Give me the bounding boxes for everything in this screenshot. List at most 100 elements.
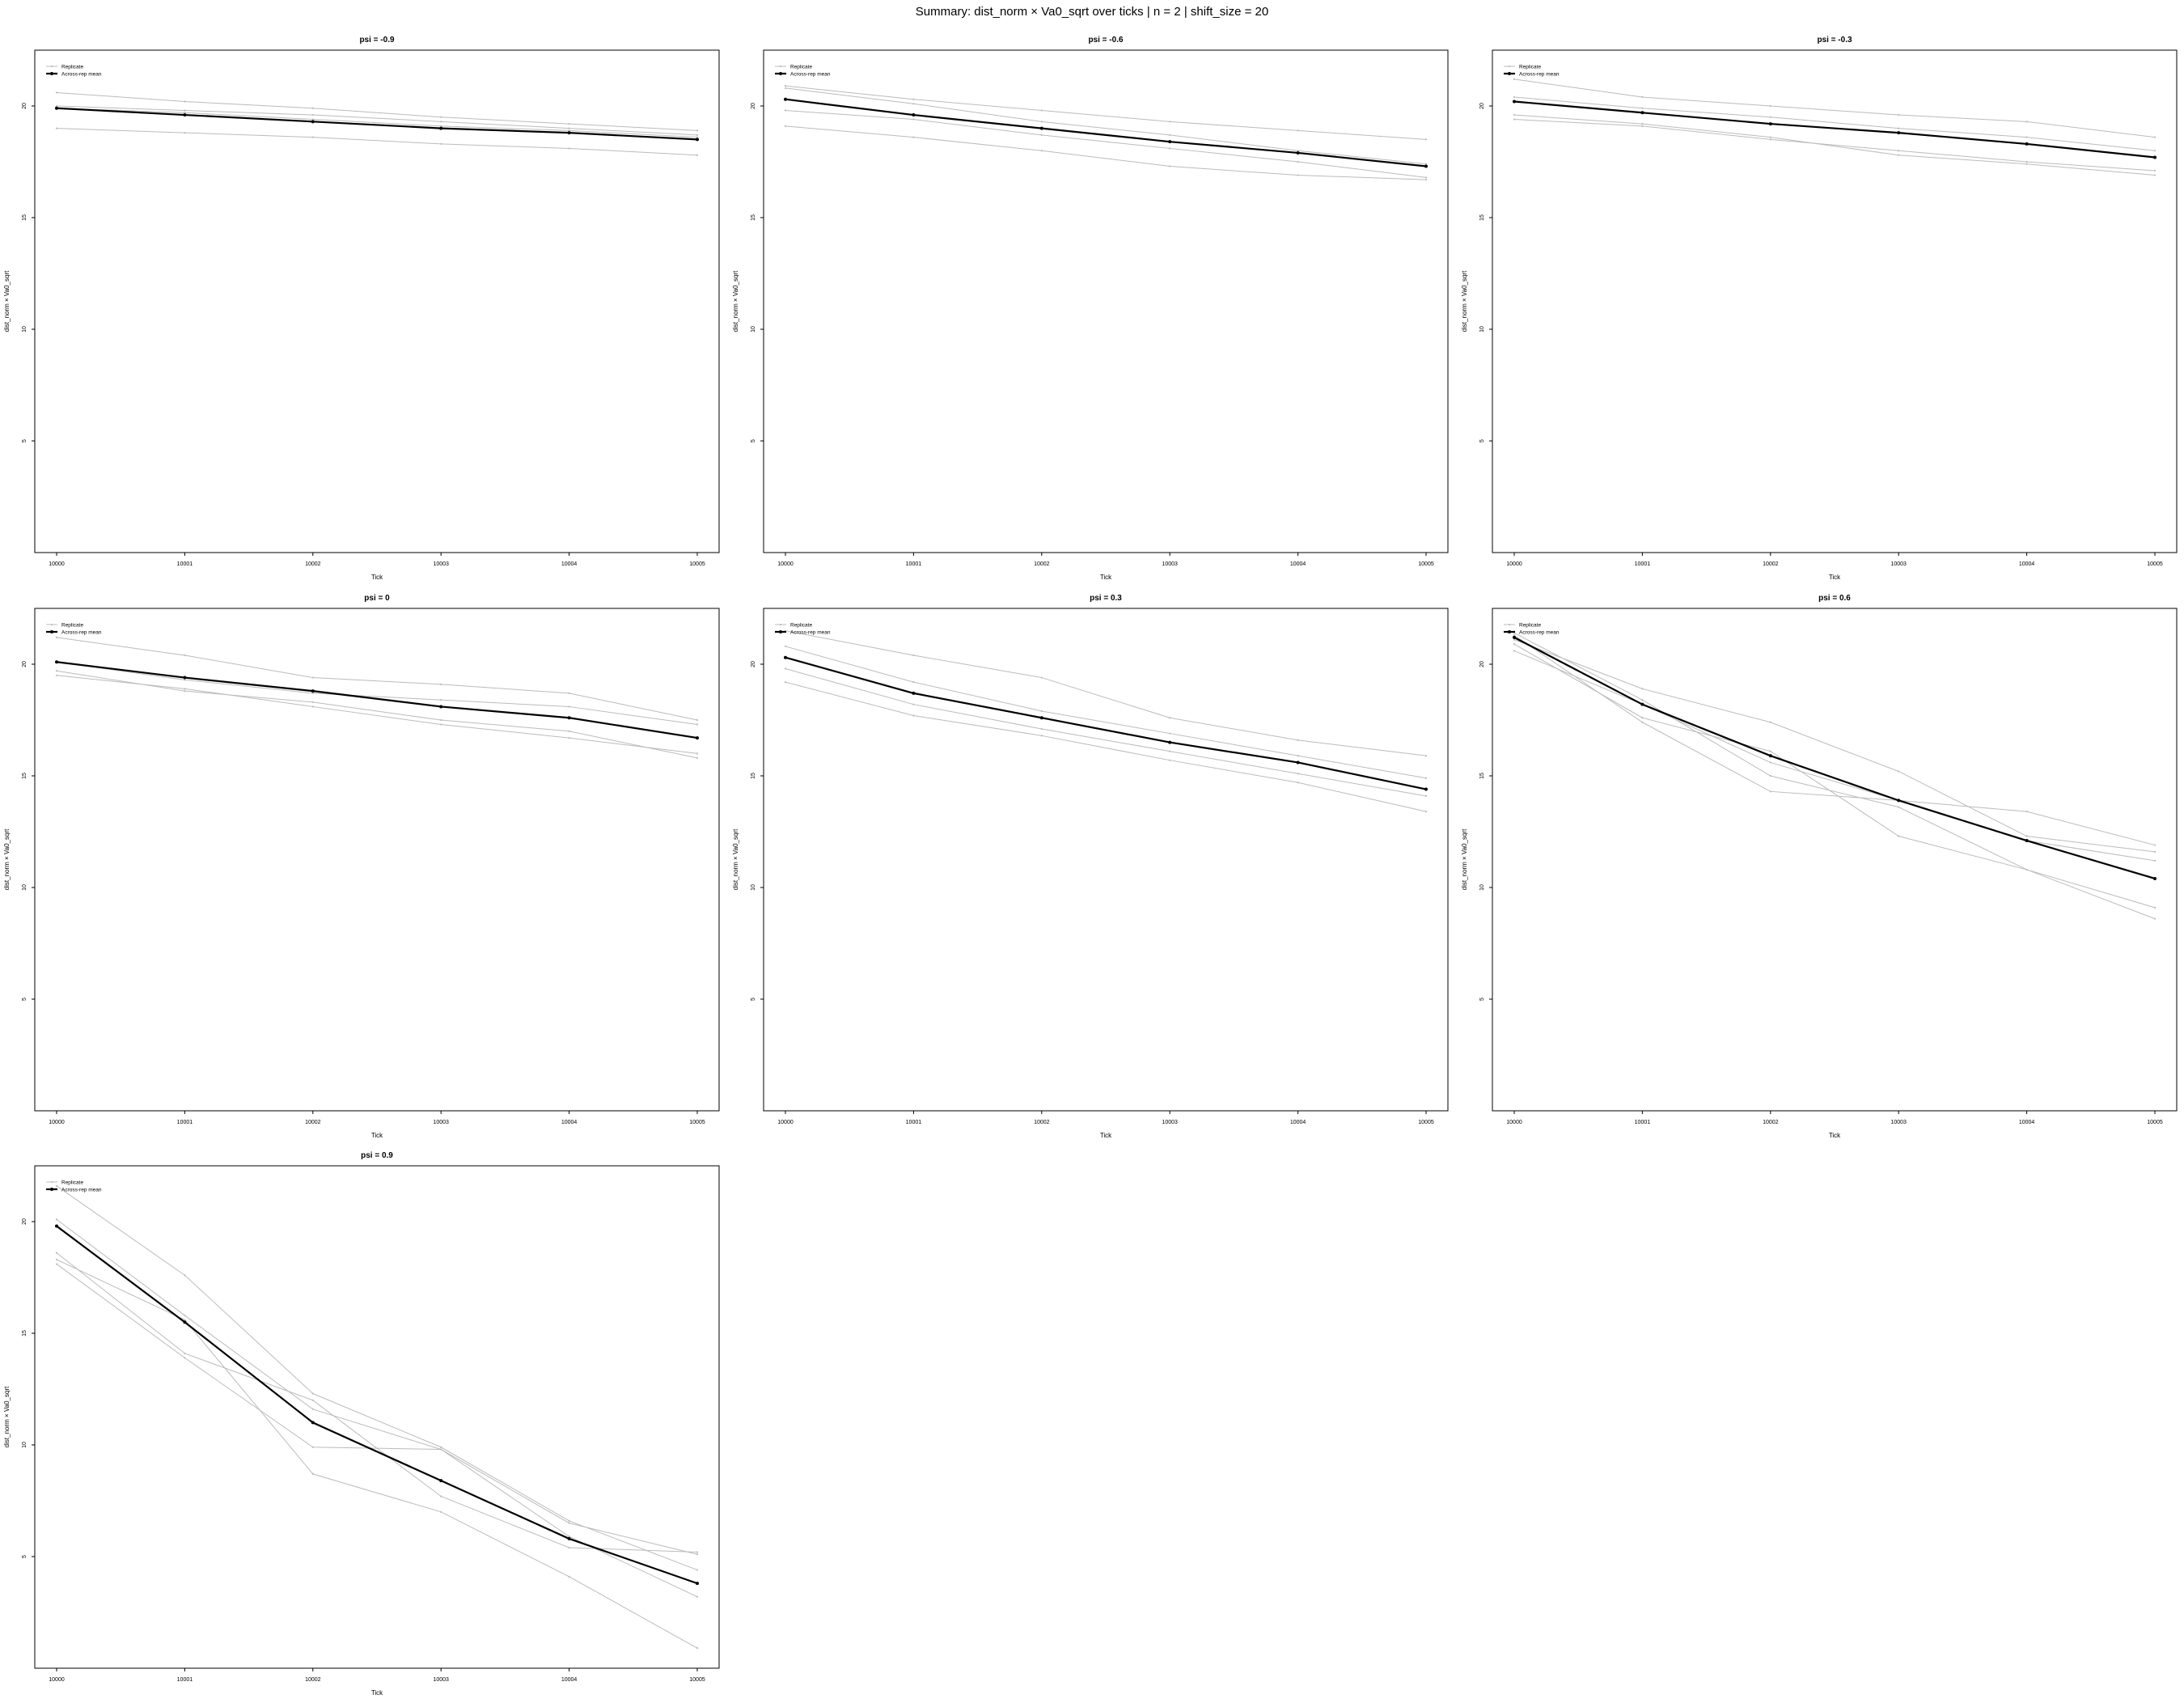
y-tick-label: 15 — [22, 773, 28, 779]
y-tick-label: 10 — [751, 884, 756, 891]
replicate-point — [912, 654, 915, 657]
mean-point — [696, 138, 699, 142]
mean-point — [311, 689, 315, 693]
replicate-line-1 — [785, 630, 1427, 756]
mean-point — [784, 655, 787, 659]
replicate-point — [1040, 735, 1043, 737]
replicate-point — [1513, 113, 1516, 116]
replicate-point — [912, 103, 915, 105]
x-tick-label: 10004 — [561, 1677, 578, 1683]
x-axis-label: Tick — [1829, 1132, 1841, 1139]
replicate-point — [184, 679, 186, 681]
legend-marker-replicate — [779, 65, 782, 68]
replicate-line-4 — [785, 125, 1427, 180]
replicate-point — [1424, 138, 1428, 141]
replicate-point — [1040, 727, 1043, 731]
y-tick-label: 15 — [1479, 214, 1485, 221]
replicate-point — [311, 113, 314, 116]
mean-point — [183, 113, 187, 117]
replicate-line-1 — [1513, 639, 2156, 853]
x-tick-label: 10000 — [1506, 561, 1522, 567]
replicate-line-1 — [56, 637, 698, 721]
replicate-point — [1169, 759, 1171, 761]
replicate-point — [440, 699, 442, 701]
legend-marker-mean — [779, 72, 782, 75]
plot-frame — [763, 608, 1449, 1112]
y-tick-label: 5 — [751, 998, 756, 1001]
legend-label-mean: Across-rep mean — [1519, 630, 1560, 636]
replicate-point — [184, 1352, 186, 1354]
mean-point — [912, 113, 916, 117]
x-tick-label: 10005 — [1418, 561, 1434, 567]
replicate-point — [55, 127, 58, 129]
x-axis-label: Tick — [371, 1132, 383, 1139]
replicate-point — [1513, 650, 1516, 652]
y-tick-label: 20 — [1479, 661, 1485, 667]
replicate-point — [311, 676, 314, 679]
replicate-point — [1297, 773, 1299, 775]
replicate-point — [912, 703, 915, 705]
plot-frame — [34, 608, 720, 1112]
legend-marker-replicate — [50, 65, 53, 68]
replicate-point — [2153, 150, 2156, 152]
y-tick-label: 10 — [22, 884, 28, 891]
x-tick-label: 10004 — [2019, 1120, 2035, 1125]
mean-point — [1424, 787, 1428, 791]
x-tick-label: 10000 — [49, 561, 65, 567]
replicate-point — [1169, 717, 1171, 719]
replicate-line-4 — [1513, 643, 2156, 909]
y-tick-label: 5 — [22, 439, 28, 443]
replicate-point — [1769, 721, 1771, 723]
replicate-point — [2025, 868, 2028, 871]
x-tick-label: 10005 — [689, 1677, 705, 1683]
x-tick-label: 10005 — [2147, 561, 2163, 567]
replicate-line-2 — [785, 87, 1427, 165]
replicate-point — [1898, 806, 1900, 808]
replicate-point — [568, 1575, 570, 1578]
replicate-point — [311, 118, 314, 121]
replicate-point — [311, 136, 314, 138]
subplot-3: psi = -0.3 10000 10001 10002 10003 10004 10005… — [1461, 36, 2178, 581]
mean-point — [55, 1224, 58, 1228]
legend-label-replicate: Replicate — [61, 65, 83, 70]
y-axis-label: dist_norm × Va0_sqrt — [1461, 828, 1468, 890]
replicate-point — [2153, 844, 2156, 846]
replicate-point — [1297, 739, 1299, 741]
replicate-point — [568, 1536, 570, 1538]
x-tick-label: 10002 — [1034, 1120, 1050, 1125]
mean-point — [1168, 140, 1172, 144]
replicate-point — [2153, 859, 2156, 862]
replicate-point — [1898, 150, 1900, 152]
y-axis-label: dist_norm × Va0_sqrt — [3, 1386, 11, 1447]
replicate-point — [440, 121, 442, 123]
replicate-line-2 — [785, 646, 1427, 779]
subplot-4: psi = 0 10000 10001 10002 10003 10004 10005 5 10… — [3, 594, 720, 1139]
subplot-5: psi = 0.3 10000 10001 10002 10003 10004 10005 5… — [732, 594, 1449, 1139]
replicate-point — [1641, 125, 1644, 127]
subplot-title: psi = -0.9 — [359, 36, 395, 44]
mean-point — [1897, 799, 1901, 803]
subplot-title: psi = -0.6 — [1088, 36, 1124, 44]
replicate-point — [1424, 794, 1428, 797]
replicate-point — [440, 1495, 442, 1498]
replicate-point — [1040, 133, 1043, 136]
replicate-point — [440, 125, 442, 127]
x-tick-label: 10003 — [433, 561, 449, 567]
y-axis-label: dist_norm × Va0_sqrt — [1461, 270, 1468, 332]
replicate-point — [184, 1314, 186, 1317]
replicate-point — [311, 701, 314, 704]
replicate-point — [440, 723, 442, 726]
mean-point — [2153, 876, 2156, 880]
replicate-point — [696, 136, 699, 138]
plot-frame — [1492, 49, 2178, 553]
replicate-point — [1513, 643, 1516, 646]
mean-point — [2025, 839, 2029, 843]
replicate-point — [1641, 107, 1644, 109]
replicate-point — [1769, 790, 1771, 793]
mean-line — [56, 107, 698, 141]
replicate-point — [1424, 777, 1428, 779]
legend-marker-replicate — [50, 623, 53, 626]
mean-point — [1513, 100, 1516, 104]
